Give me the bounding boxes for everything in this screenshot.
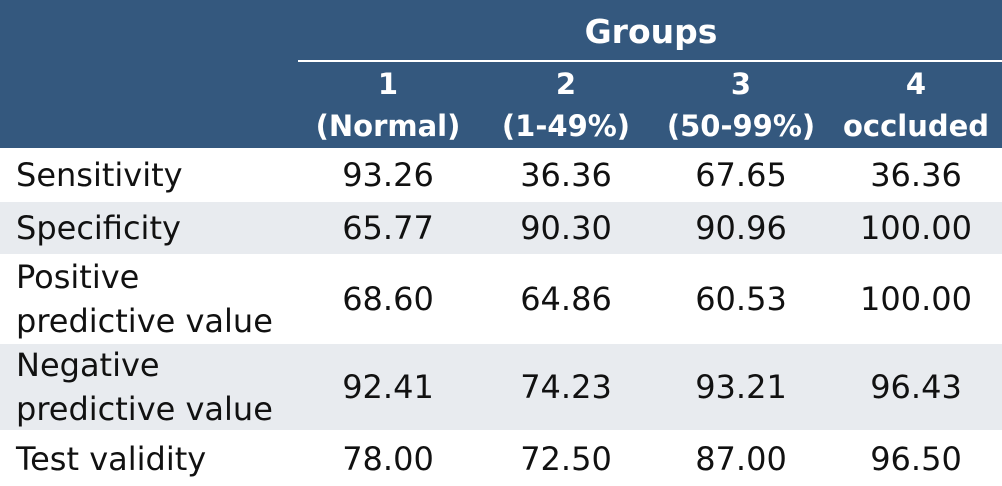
table-cell: 60.53 [695,280,787,318]
table-cell: 90.30 [520,209,612,247]
table-row-sensitivity: Sensitivity 93.26 36.36 67.65 36.36 [0,150,1002,202]
table-cell: 67.65 [695,156,787,194]
column-number: 4 [905,67,927,101]
column-label: (Normal) [315,109,461,143]
column-header-3: 3 (50-99%) [653,63,829,147]
table-row-positive-predictive-value: Positive predictive value 68.60 64.86 60… [0,256,1002,344]
table-header: Groups 1 (Normal) 2 (1-49%) 3 (50-99%) 4… [0,0,1002,148]
table-cell: 64.86 [520,280,612,318]
table-row-negative-predictive-value: Negative predictive value 92.41 74.23 93… [0,344,1002,432]
row-label: Test validity [16,440,207,478]
table-cell: 74.23 [520,368,612,406]
column-label: (50-99%) [666,109,816,143]
row-label-line: predictive value [16,302,273,340]
table-row-test-validity: Test validity 78.00 72.50 87.00 96.50 [0,432,1002,486]
table-cell: 96.43 [870,368,962,406]
table-row-specificity: Specificity 65.77 90.30 90.96 100.00 [0,202,1002,256]
row-label: Specificity [16,209,181,247]
table-cell: 100.00 [860,209,972,247]
row-label-line: Positive [16,258,140,296]
table-cell: 93.26 [342,156,434,194]
table-cell: 72.50 [520,440,612,478]
table-cell: 87.00 [695,440,787,478]
column-number: 2 [555,67,577,101]
table-cell: 65.77 [342,209,434,247]
header-divider [298,60,1002,62]
table-cell: 96.50 [870,440,962,478]
column-number: 1 [377,67,399,101]
column-number: 3 [730,67,752,101]
row-label: Sensitivity [16,156,183,194]
table-cell: 36.36 [870,156,962,194]
table-cell: 68.60 [342,280,434,318]
row-label-line: predictive value [16,390,273,428]
row-label-line: Negative [16,346,160,384]
table-cell: 93.21 [695,368,787,406]
table-cell: 90.96 [695,209,787,247]
table-cell: 78.00 [342,440,434,478]
table-cell: 92.41 [342,368,434,406]
column-label: occluded [842,109,990,143]
column-header-4: 4 occluded [828,63,1002,147]
column-header-2: 2 (1-49%) [478,63,654,147]
table-cell: 100.00 [860,280,972,318]
groups-title: Groups [584,12,718,51]
column-label: (1-49%) [501,109,631,143]
table-cell: 36.36 [520,156,612,194]
column-header-1: 1 (Normal) [300,63,476,147]
row-label: Negative predictive value [16,344,296,430]
row-label: Positive predictive value [16,256,296,342]
